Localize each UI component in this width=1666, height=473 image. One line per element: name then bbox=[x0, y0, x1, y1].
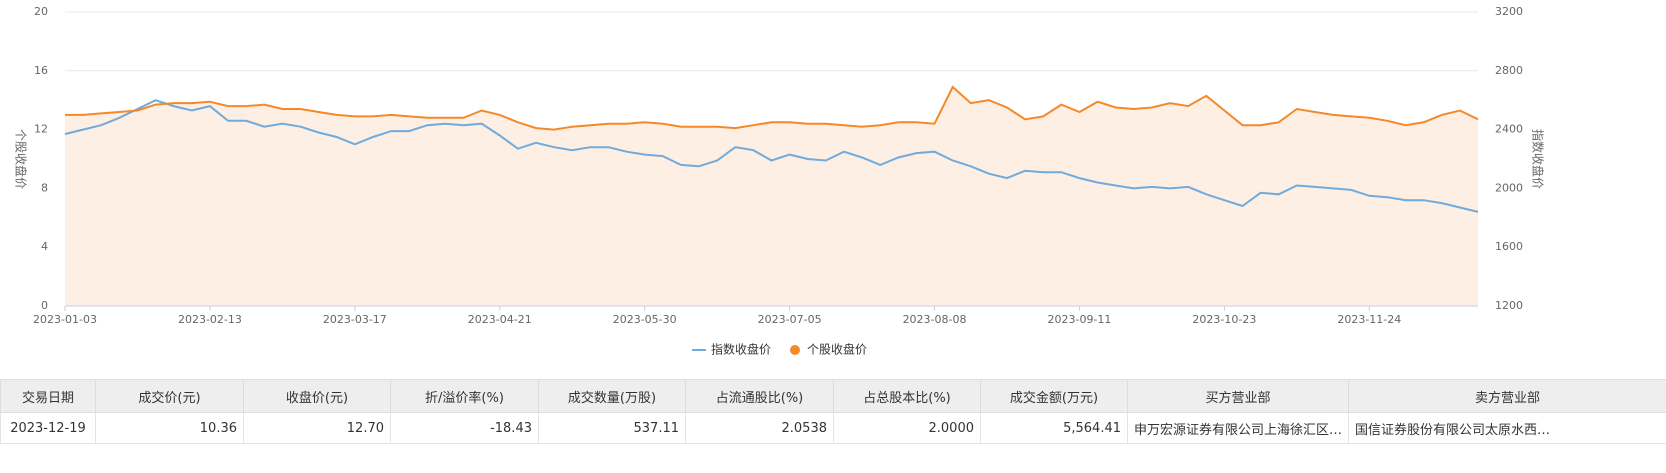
y-tick-label: 4 bbox=[41, 240, 48, 253]
x-tick-label: 2023-04-21 bbox=[468, 313, 532, 326]
table-cell: 537.11 bbox=[538, 412, 686, 444]
line bbox=[64, 99, 1479, 213]
y-axis-label: 个股收盘价 bbox=[14, 129, 29, 189]
y-tick-label: 16 bbox=[34, 64, 48, 77]
table-cell: 2023-12-19 bbox=[0, 412, 96, 444]
y-tick-label: 12 bbox=[34, 123, 48, 136]
column-header: 卖方营业部 bbox=[1348, 379, 1666, 413]
column-header: 交易日期 bbox=[0, 379, 96, 413]
table-row: 2023-12-19 10.36 12.70 -18.43 537.11 2.0538 2.… bbox=[0, 412, 1666, 444]
area bbox=[65, 87, 1478, 306]
column-header: 占总股本比(%) bbox=[833, 379, 981, 413]
column-header: 成交价(元) bbox=[95, 379, 244, 413]
x-tick-label: 2023-08-08 bbox=[903, 313, 967, 326]
table-cell: 10.36 bbox=[95, 412, 244, 444]
y-tick-label: 20 bbox=[34, 5, 48, 18]
x-tick-label: 2023-09-11 bbox=[1047, 313, 1111, 326]
y2-tick-label: 1200 bbox=[1495, 299, 1523, 312]
table-cell: 12.70 bbox=[243, 412, 391, 444]
column-header: 成交金额(万元) bbox=[980, 379, 1128, 413]
header-row: 交易日期 成交价(元) 收盘价(元) 折/溢价率(%) 成交数量(万股) 占流通股比(%)… bbox=[0, 379, 1666, 413]
x-tick-label: 2023-07-05 bbox=[758, 313, 822, 326]
chart: 个股收盘价 指数收盘价 0 4 8 12 16 20 1200 1600 2000 2400 280… bbox=[14, 5, 1546, 357]
y-tick-label: 8 bbox=[41, 181, 48, 194]
legend-icon bbox=[790, 345, 800, 355]
column-header: 成交数量(万股) bbox=[538, 379, 686, 413]
y2-tick-label: 2000 bbox=[1495, 181, 1523, 194]
table-body: 2023-12-19 10.36 12.70 -18.43 537.11 2.0538 2.… bbox=[0, 412, 1666, 444]
table-cell: 2.0538 bbox=[685, 412, 834, 444]
column-header: 折/溢价率(%) bbox=[390, 379, 539, 413]
table-cell: 国信证券股份有限公司太原水西… bbox=[1348, 412, 1666, 444]
x-tick-label: 2023-11-24 bbox=[1337, 313, 1401, 326]
legend-label: 指数收盘价 bbox=[711, 342, 771, 357]
table-cell: -18.43 bbox=[390, 412, 539, 444]
x-tick-label: 2023-03-17 bbox=[323, 313, 387, 326]
x-tick-label: 2023-01-03 bbox=[33, 313, 97, 326]
column-header: 买方营业部 bbox=[1127, 379, 1349, 413]
x-tick-label: 2023-10-23 bbox=[1192, 313, 1256, 326]
legend-item[interactable]: 指数收盘价 bbox=[692, 342, 771, 357]
table-cell: 2.0000 bbox=[833, 412, 981, 444]
legend-label: 个股收盘价 bbox=[807, 342, 867, 357]
x-tick-label: 2023-05-30 bbox=[613, 313, 677, 326]
y2-tick-label: 1600 bbox=[1495, 240, 1523, 253]
legend-item[interactable]: 个股收盘价 bbox=[790, 342, 867, 357]
line bbox=[65, 85, 1479, 131]
y2-axis-label: 指数收盘价 bbox=[1531, 129, 1546, 189]
y2-tick-label: 2400 bbox=[1495, 123, 1523, 136]
y2-tick-label: 2800 bbox=[1495, 64, 1523, 77]
table-cell: 5,564.41 bbox=[980, 412, 1128, 444]
trade-table: 交易日期 成交价(元) 收盘价(元) 折/溢价率(%) 成交数量(万股) 占流通股比(%)… bbox=[0, 379, 1666, 444]
column-header: 占流通股比(%) bbox=[685, 379, 834, 413]
y2-tick-label: 3200 bbox=[1495, 5, 1523, 18]
table-cell: 申万宏源证券有限公司上海徐汇区… bbox=[1127, 412, 1349, 444]
y-tick-label: 0 bbox=[41, 299, 48, 312]
column-header: 收盘价(元) bbox=[243, 379, 391, 413]
x-tick-label: 2023-02-13 bbox=[178, 313, 242, 326]
